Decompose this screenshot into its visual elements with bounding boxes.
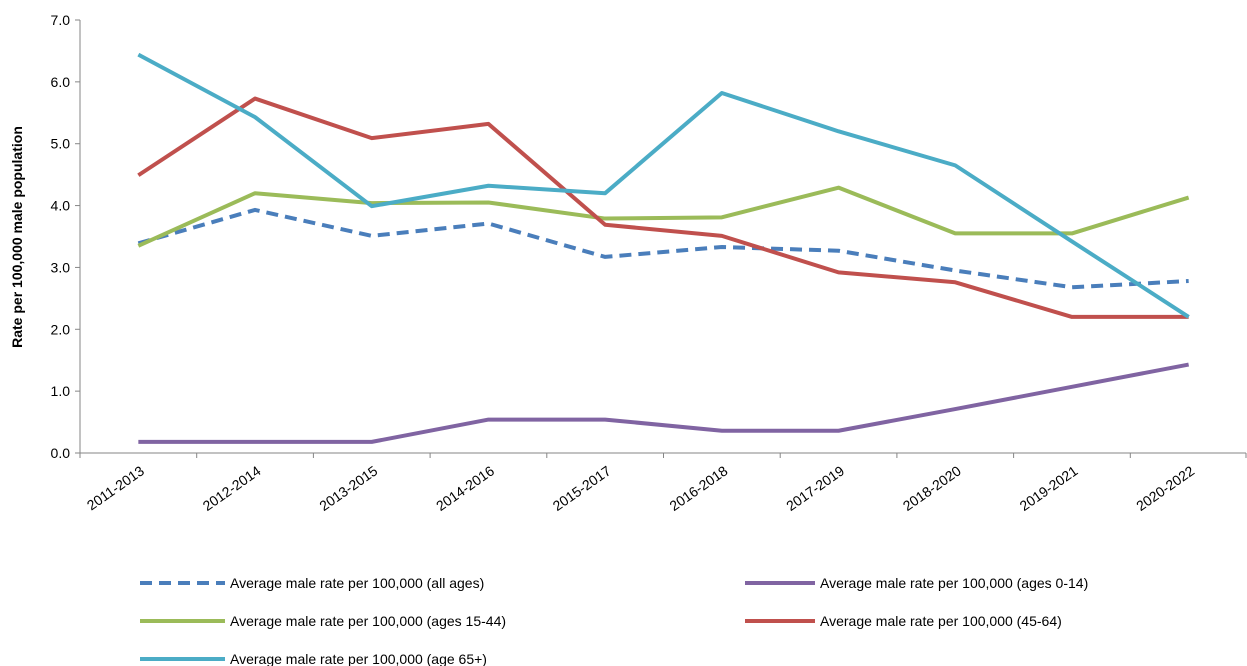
x-tick-label: 2011-2013 xyxy=(84,462,147,513)
x-tick-label: 2012-2014 xyxy=(200,462,264,514)
y-tick-label: 0.0 xyxy=(51,445,71,461)
legend-label: Average male rate per 100,000 (ages 15-4… xyxy=(230,613,506,629)
y-tick-label: 2.0 xyxy=(51,321,71,337)
x-tick-label: 2015-2017 xyxy=(550,462,614,514)
x-tick-label: 2014-2016 xyxy=(433,462,497,514)
y-tick-label: 4.0 xyxy=(51,198,71,214)
x-tick-label: 2020-2022 xyxy=(1133,462,1197,514)
x-tick-label: 2018-2020 xyxy=(900,462,964,514)
y-tick-label: 6.0 xyxy=(51,74,71,90)
x-tick-label: 2013-2015 xyxy=(316,462,380,514)
x-tick-label: 2016-2018 xyxy=(666,462,730,514)
y-axis-title: Rate per 100,000 male population xyxy=(9,126,25,348)
y-tick-label: 5.0 xyxy=(51,136,71,152)
series-line xyxy=(138,362,1190,444)
legend-label: Average male rate per 100,000 (age 65+) xyxy=(230,651,487,666)
series-line xyxy=(137,52,1190,319)
y-tick-label: 7.0 xyxy=(51,12,71,28)
legend-label: Average male rate per 100,000 (45-64) xyxy=(820,613,1062,629)
legend-label: Average male rate per 100,000 (ages 0-14… xyxy=(820,575,1088,591)
y-tick-label: 3.0 xyxy=(51,259,71,275)
x-tick-label: 2019-2021 xyxy=(1017,462,1081,514)
series-line xyxy=(137,185,1190,248)
x-tick-label: 2017-2019 xyxy=(783,462,847,514)
series-line xyxy=(137,207,1189,290)
series-line xyxy=(137,96,1189,319)
legend-label: Average male rate per 100,000 (all ages) xyxy=(230,575,484,591)
y-tick-label: 1.0 xyxy=(51,383,71,399)
